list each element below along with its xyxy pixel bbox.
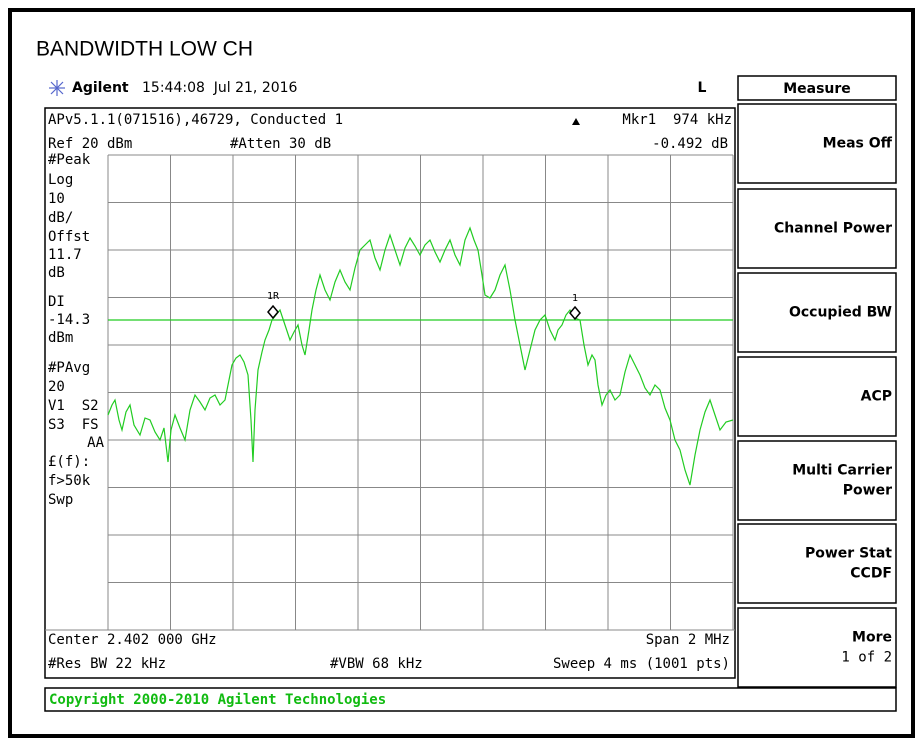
- left-label: Offst: [48, 229, 90, 245]
- left-label: f>50k: [48, 473, 91, 489]
- delta-icon: [572, 118, 580, 125]
- softkey: [737, 523, 897, 604]
- left-label: #PAvg: [48, 360, 90, 376]
- left-labels: #Peak Log 10 dB/Offst 11.7 dB DI -14.3 dBm #PAvg 2…: [48, 152, 105, 508]
- softkey: [737, 440, 897, 521]
- status-bar: [44, 687, 897, 712]
- left-label: dB: [48, 265, 65, 281]
- trace: [107, 226, 734, 486]
- screen-text: -0.492 dB: [652, 136, 728, 152]
- softkey: [737, 607, 897, 688]
- marker-label: 1R: [267, 291, 280, 302]
- left-label: 20: [48, 379, 65, 395]
- logo: [49, 80, 65, 96]
- softkey-label: Power Stat: [805, 546, 892, 562]
- softkey: [737, 103, 897, 184]
- left-label: dB/: [48, 210, 73, 226]
- softkey-label: CCDF: [850, 566, 892, 582]
- left-label: 11.7: [48, 247, 82, 263]
- left-label: AA: [87, 435, 104, 451]
- page-title: BANDWIDTH LOW CH: [36, 38, 253, 61]
- marker-label: 1: [572, 293, 578, 304]
- softkey: [737, 188, 897, 269]
- softkey-label: ACP: [861, 389, 892, 405]
- timestamp: 15:44:08 Jul 21, 2016: [142, 80, 298, 96]
- menu-title: Measure: [783, 81, 851, 97]
- left-label: DI: [48, 294, 65, 310]
- softkey-label: Power: [843, 483, 892, 499]
- softkey: [737, 356, 897, 437]
- screen-text: Ref 20 dBm: [48, 136, 132, 152]
- left-label: Swp: [48, 492, 73, 508]
- softkey-label: More: [852, 630, 892, 646]
- softkey-label: Multi Carrier: [792, 463, 892, 479]
- left-label: -14.3: [48, 312, 90, 328]
- screen-text: Center 2.402 000 GHz: [48, 632, 217, 648]
- left-label: Log: [48, 172, 73, 188]
- screen-text: Span 2 MHz: [646, 632, 730, 648]
- left-label: £(f):: [48, 454, 90, 470]
- mode: L: [698, 80, 707, 96]
- left-label: #Peak: [48, 152, 91, 168]
- softkey-label: Occupied BW: [789, 305, 892, 321]
- marker: [267, 304, 581, 321]
- left-label: 10: [48, 191, 65, 207]
- screen-text: #VBW 68 kHz: [330, 656, 423, 672]
- left-label: V1 S2: [48, 398, 99, 414]
- screen-text: Sweep 4 ms (1001 pts): [553, 656, 730, 672]
- softkey-label: 1 of 2: [841, 650, 892, 666]
- softkey: [737, 272, 897, 353]
- screen-text: Mkr1 974 kHz: [622, 112, 732, 128]
- softkeys: Meas Off Channel Power Occupied BW ACP Multi…: [737, 103, 897, 688]
- menu-title-box: [737, 75, 897, 101]
- copyright: Copyright 2000-2010 Agilent Technologies: [49, 692, 386, 708]
- left-label: S3 FS: [48, 417, 99, 433]
- screen-text: #Res BW 22 kHz: [48, 656, 166, 672]
- left-label: dBm: [48, 330, 73, 346]
- brand: Agilent: [72, 80, 129, 96]
- screen-text: #Atten 30 dB: [230, 136, 331, 152]
- softkey-label: Channel Power: [774, 221, 892, 237]
- softkey-label: Meas Off: [823, 136, 893, 152]
- screen-text: APv5.1.1(071516),46729, Conducted 1: [48, 112, 343, 128]
